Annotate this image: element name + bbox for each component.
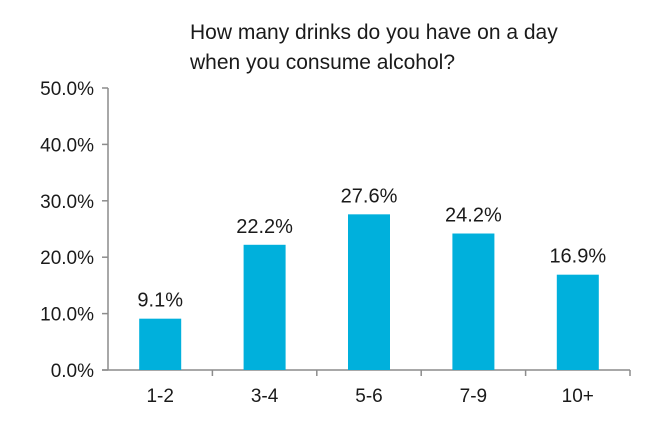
y-tick-label: 20.0%	[40, 248, 94, 269]
data-label: 24.2%	[445, 205, 502, 227]
bar	[243, 244, 286, 370]
chart-title-line-2: when you consume alcohol?	[190, 51, 456, 74]
chart-title-line-1: How many drinks do you have on a day	[190, 21, 558, 44]
y-tick-label: 50.0%	[40, 79, 94, 100]
chart-title: How many drinks do you have on a day whe…	[190, 18, 630, 78]
x-tick-label: 7-9	[460, 386, 487, 407]
y-tick-label: 10.0%	[40, 305, 94, 326]
data-label: 22.2%	[236, 216, 293, 238]
bar	[139, 318, 182, 370]
x-tick-label: 1-2	[146, 386, 173, 407]
bar	[348, 214, 390, 370]
y-tick-label: 40.0%	[40, 135, 94, 156]
data-label: 16.9%	[549, 246, 606, 268]
data-label: 27.6%	[341, 185, 398, 207]
y-tick-label: 0.0%	[51, 361, 94, 382]
data-label: 9.1%	[137, 290, 183, 312]
x-tick-label: 3-4	[251, 386, 279, 407]
y-tick-label: 30.0%	[40, 192, 94, 213]
x-tick-label: 10+	[562, 386, 594, 407]
bar	[452, 233, 495, 370]
bar	[556, 274, 599, 370]
x-tick-label: 5-6	[355, 386, 382, 407]
